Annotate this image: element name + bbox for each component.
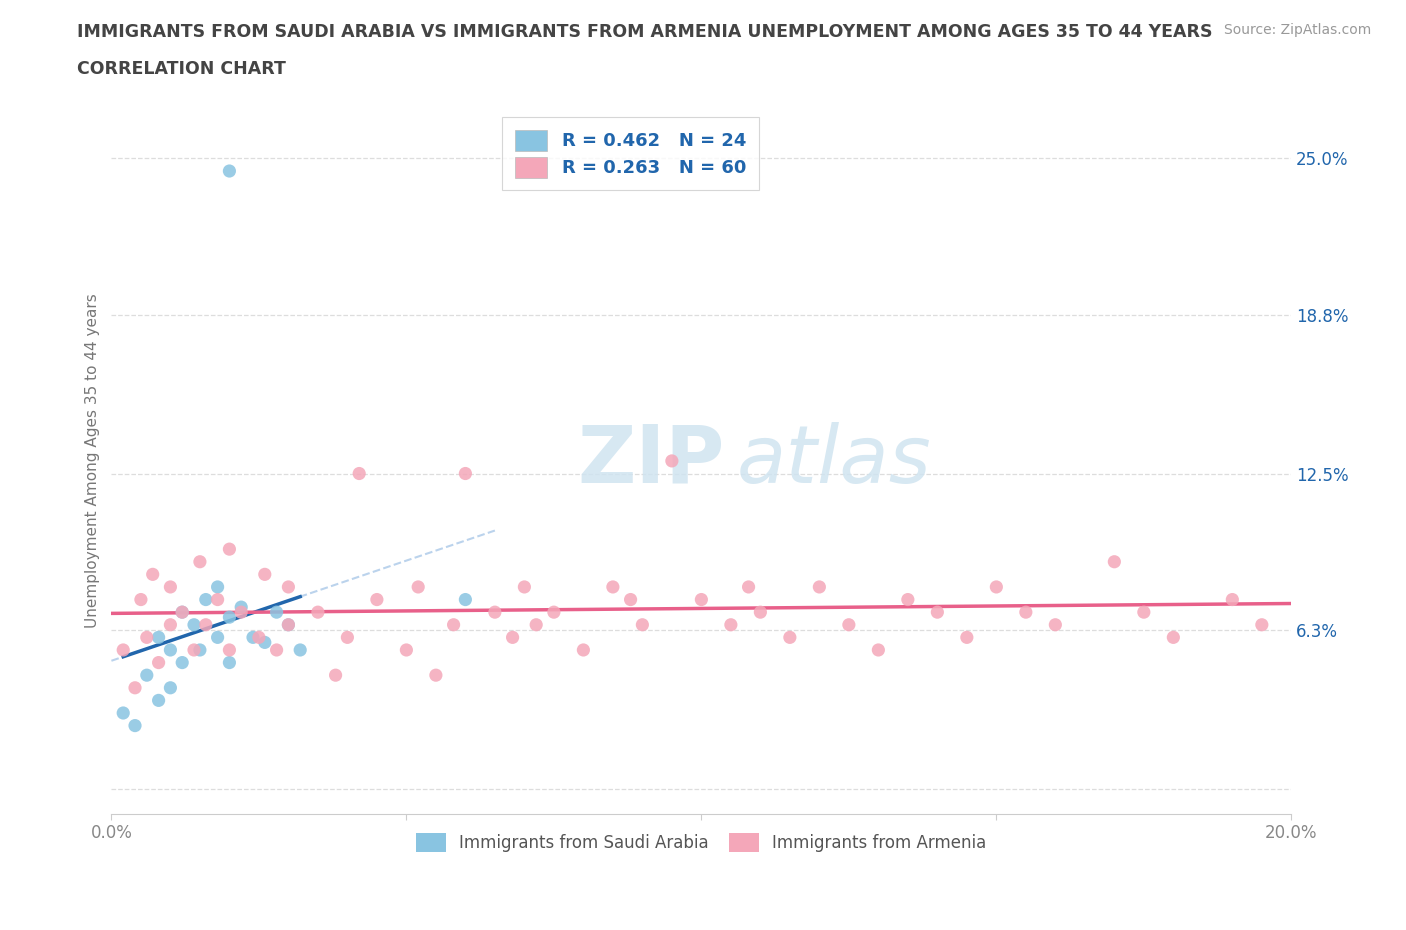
Point [266, 604, 288, 619]
Point [454, 592, 477, 607]
Point [1163, 630, 1185, 644]
Point [172, 655, 194, 670]
Point [207, 592, 229, 607]
Point [1045, 618, 1067, 632]
Point [159, 579, 181, 594]
Point [135, 630, 157, 644]
Point [808, 579, 831, 594]
Point [218, 610, 240, 625]
Point [690, 592, 713, 607]
Point [277, 618, 299, 632]
Point [253, 635, 276, 650]
Point [986, 579, 1008, 594]
Point [502, 630, 524, 644]
Point [266, 643, 288, 658]
Point [572, 643, 595, 658]
Text: ZIP: ZIP [578, 422, 725, 500]
Point [148, 655, 170, 670]
Point [290, 643, 312, 658]
Point [325, 668, 347, 683]
Point [406, 579, 429, 594]
Point [1133, 604, 1156, 619]
Point [631, 618, 654, 632]
Point [172, 604, 194, 619]
Point [956, 630, 979, 644]
Point [897, 592, 920, 607]
Point [194, 592, 217, 607]
Point [148, 630, 170, 644]
Point [159, 618, 181, 632]
Point [366, 592, 388, 607]
Point [543, 604, 565, 619]
Point [347, 466, 370, 481]
Point [661, 454, 683, 469]
Point [188, 643, 211, 658]
Point [425, 668, 447, 683]
Point [395, 643, 418, 658]
Point [619, 592, 641, 607]
Point [1015, 604, 1038, 619]
Point [159, 681, 181, 696]
Point [253, 567, 276, 582]
Point [207, 630, 229, 644]
Point [148, 693, 170, 708]
Point [1220, 592, 1243, 607]
Point [513, 579, 536, 594]
Point [927, 604, 949, 619]
Point [231, 600, 253, 615]
Point [277, 579, 299, 594]
Point [602, 579, 624, 594]
Point [159, 643, 181, 658]
Point [454, 466, 477, 481]
Legend: Immigrants from Saudi Arabia, Immigrants from Armenia: Immigrants from Saudi Arabia, Immigrants… [409, 826, 993, 858]
Point [524, 618, 547, 632]
Point [231, 604, 253, 619]
Point [242, 630, 264, 644]
Point [749, 604, 772, 619]
Text: IMMIGRANTS FROM SAUDI ARABIA VS IMMIGRANTS FROM ARMENIA UNEMPLOYMENT AMONG AGES : IMMIGRANTS FROM SAUDI ARABIA VS IMMIGRAN… [77, 23, 1213, 41]
Point [1104, 554, 1126, 569]
Point [194, 618, 217, 632]
Point [172, 604, 194, 619]
Point [277, 618, 299, 632]
Point [336, 630, 359, 644]
Y-axis label: Unemployment Among Ages 35 to 44 years: Unemployment Among Ages 35 to 44 years [86, 294, 100, 629]
Point [218, 643, 240, 658]
Text: CORRELATION CHART: CORRELATION CHART [77, 60, 287, 78]
Point [218, 541, 240, 556]
Point [112, 643, 135, 658]
Point [188, 554, 211, 569]
Point [247, 630, 270, 644]
Point [443, 618, 465, 632]
Point [183, 618, 205, 632]
Point [720, 618, 742, 632]
Point [142, 567, 165, 582]
Point [838, 618, 860, 632]
Point [135, 668, 157, 683]
Point [124, 681, 146, 696]
Point [207, 579, 229, 594]
Point [124, 718, 146, 733]
Text: atlas: atlas [737, 422, 932, 500]
Point [112, 706, 135, 721]
Point [129, 592, 152, 607]
Point [307, 604, 329, 619]
Text: Source: ZipAtlas.com: Source: ZipAtlas.com [1223, 23, 1371, 37]
Point [779, 630, 801, 644]
Point [868, 643, 890, 658]
Point [484, 604, 506, 619]
Point [218, 164, 240, 179]
Point [218, 655, 240, 670]
Point [737, 579, 759, 594]
Point [183, 643, 205, 658]
Point [1250, 618, 1272, 632]
